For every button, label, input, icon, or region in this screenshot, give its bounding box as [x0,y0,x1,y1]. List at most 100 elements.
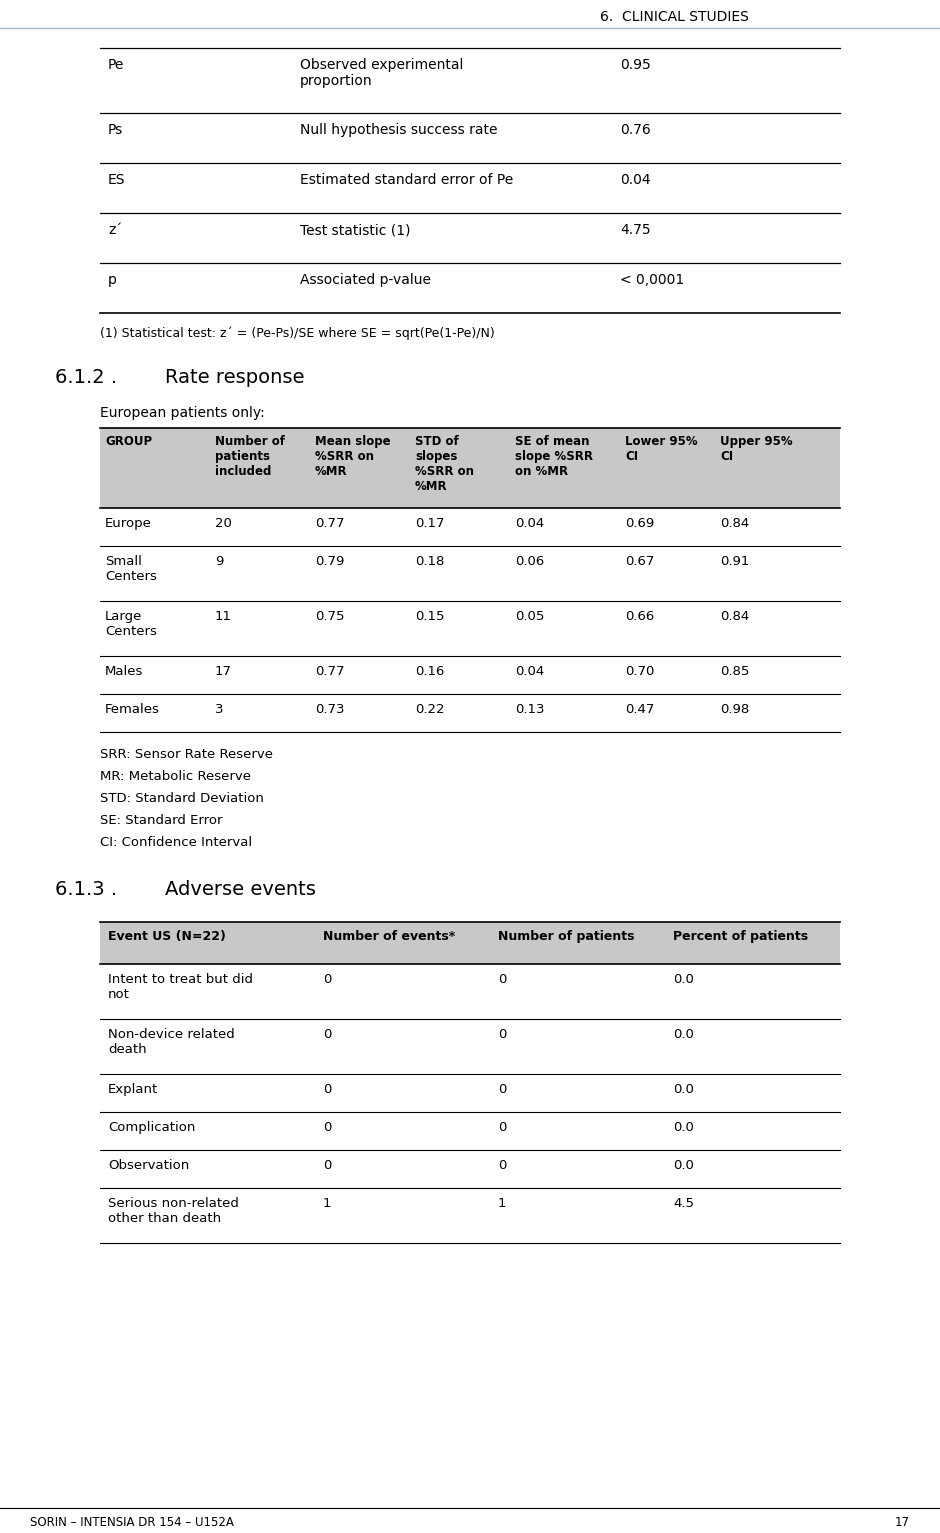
Text: 0.0: 0.0 [673,1029,694,1041]
Text: 0: 0 [498,1159,507,1173]
Text: 0.70: 0.70 [625,665,654,678]
Text: 0.0: 0.0 [673,1159,694,1173]
Text: 0.04: 0.04 [515,517,544,530]
Text: 4.5: 4.5 [673,1197,694,1210]
Text: 0.75: 0.75 [315,610,344,622]
Text: 20: 20 [215,517,232,530]
Text: 0: 0 [323,1029,332,1041]
Text: Ps: Ps [108,123,123,136]
Text: Number of
patients
included: Number of patients included [215,435,285,478]
Text: 17: 17 [215,665,232,678]
Text: Explant: Explant [108,1082,158,1096]
Text: SE of mean
slope %SRR
on %MR: SE of mean slope %SRR on %MR [515,435,593,478]
Text: Test statistic (1): Test statistic (1) [300,222,411,238]
Text: Serious non-related
other than death: Serious non-related other than death [108,1197,239,1225]
Text: p: p [108,273,117,287]
Text: 0.84: 0.84 [720,517,749,530]
Text: 0: 0 [498,1029,507,1041]
Text: 0.0: 0.0 [673,973,694,986]
Text: MR: Metabolic Reserve: MR: Metabolic Reserve [100,770,251,783]
Text: 0: 0 [498,1082,507,1096]
Text: 11: 11 [215,610,232,622]
Text: Upper 95%
CI: Upper 95% CI [720,435,792,463]
Text: z´: z´ [108,222,122,238]
Text: SRR: Sensor Rate Reserve: SRR: Sensor Rate Reserve [100,748,273,760]
Text: 0: 0 [323,973,332,986]
Text: 0.22: 0.22 [415,704,445,716]
Text: 4.75: 4.75 [620,222,650,238]
Text: 0: 0 [498,1121,507,1134]
Text: 0.67: 0.67 [625,555,654,569]
Text: 3: 3 [215,704,224,716]
Text: 0: 0 [323,1121,332,1134]
Text: 9: 9 [215,555,224,569]
Text: Lower 95%
CI: Lower 95% CI [625,435,697,463]
Text: 0: 0 [323,1082,332,1096]
Text: 0.69: 0.69 [625,517,654,530]
Text: 0.95: 0.95 [620,58,650,72]
Text: Associated p-value: Associated p-value [300,273,431,287]
Text: 0.0: 0.0 [673,1121,694,1134]
Text: Percent of patients: Percent of patients [673,931,808,943]
Text: Intent to treat but did
not: Intent to treat but did not [108,973,253,1001]
Text: SE: Standard Error: SE: Standard Error [100,814,223,826]
FancyBboxPatch shape [100,921,840,964]
Text: 0.77: 0.77 [315,665,344,678]
Text: 0.04: 0.04 [515,665,544,678]
Text: 0.84: 0.84 [720,610,749,622]
Text: 0.0: 0.0 [673,1082,694,1096]
Text: CI: Confidence Interval: CI: Confidence Interval [100,835,252,849]
Text: 0: 0 [498,973,507,986]
Text: Number of events*: Number of events* [323,931,455,943]
Text: 0.73: 0.73 [315,704,344,716]
Text: 6.  CLINICAL STUDIES: 6. CLINICAL STUDIES [600,11,749,25]
Text: Number of patients: Number of patients [498,931,634,943]
Text: Pe: Pe [108,58,124,72]
Text: (1) Statistical test: z´ = (Pe-Ps)/SE where SE = sqrt(Pe(1-Pe)/N): (1) Statistical test: z´ = (Pe-Ps)/SE wh… [100,327,494,340]
Text: Observation: Observation [108,1159,189,1173]
Text: Complication: Complication [108,1121,196,1134]
Text: 0.06: 0.06 [515,555,544,569]
Text: 0.91: 0.91 [720,555,749,569]
Text: 0.18: 0.18 [415,555,445,569]
Text: Mean slope
%SRR on
%MR: Mean slope %SRR on %MR [315,435,391,478]
Text: STD of
slopes
%SRR on
%MR: STD of slopes %SRR on %MR [415,435,474,494]
Text: 0.04: 0.04 [620,173,650,187]
Text: 0.79: 0.79 [315,555,344,569]
Text: 6.1.3 .: 6.1.3 . [55,880,118,898]
Text: STD: Standard Deviation: STD: Standard Deviation [100,793,264,805]
Text: GROUP: GROUP [105,435,152,448]
Text: Males: Males [105,665,144,678]
Text: 0: 0 [323,1159,332,1173]
Text: 0.85: 0.85 [720,665,749,678]
Text: 0.17: 0.17 [415,517,445,530]
Text: 1: 1 [323,1197,332,1210]
Text: ES: ES [108,173,126,187]
Text: 0.76: 0.76 [620,123,650,136]
Text: 0.98: 0.98 [720,704,749,716]
Text: Non-device related
death: Non-device related death [108,1029,235,1056]
Text: 1: 1 [498,1197,507,1210]
Text: Estimated standard error of Pe: Estimated standard error of Pe [300,173,513,187]
Text: Adverse events: Adverse events [165,880,316,898]
Text: 0.77: 0.77 [315,517,344,530]
Text: Large
Centers: Large Centers [105,610,157,638]
Text: Null hypothesis success rate: Null hypothesis success rate [300,123,497,136]
Text: 0.66: 0.66 [625,610,654,622]
FancyBboxPatch shape [100,428,840,507]
Text: SORIN – INTENSIA DR 154 – U152A: SORIN – INTENSIA DR 154 – U152A [30,1516,234,1528]
Text: Europe: Europe [105,517,152,530]
Text: European patients only:: European patients only: [100,406,265,420]
Text: 0.15: 0.15 [415,610,445,622]
Text: Rate response: Rate response [165,368,305,386]
Text: 0.05: 0.05 [515,610,544,622]
Text: 0.47: 0.47 [625,704,654,716]
Text: 6.1.2 .: 6.1.2 . [55,368,118,386]
Text: Event US (N=22): Event US (N=22) [108,931,226,943]
Text: 17: 17 [895,1516,910,1528]
Text: < 0,0001: < 0,0001 [620,273,684,287]
Text: 0.13: 0.13 [515,704,544,716]
Text: Small
Centers: Small Centers [105,555,157,583]
Text: Females: Females [105,704,160,716]
Text: 0.16: 0.16 [415,665,445,678]
